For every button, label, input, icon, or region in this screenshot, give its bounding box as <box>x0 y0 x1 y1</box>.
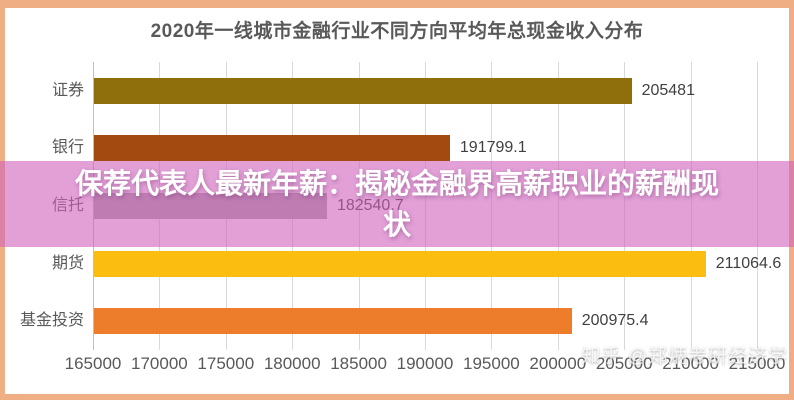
bar-银行 <box>94 135 450 162</box>
headline-text: 保荐代表人最新年薪：揭秘金融界高薪职业的薪酬现状 <box>74 168 719 240</box>
x-tick-label: 180000 <box>263 354 321 373</box>
value-label: 211064.6 <box>715 254 782 272</box>
value-label: 191799.1 <box>459 139 527 157</box>
x-tick-label: 185000 <box>330 354 387 373</box>
frame-border-bottom <box>0 394 794 400</box>
x-tick-label: 175000 <box>197 354 255 373</box>
category-label: 银行 <box>51 139 84 157</box>
x-tick-label: 190000 <box>396 354 454 373</box>
x-tick-label: 215000 <box>728 354 786 373</box>
chart-title: 2020年一线城市金融行业不同方向平均年总现金收入分布 <box>150 21 644 42</box>
category-label: 期货 <box>51 254 84 272</box>
frame-border-top <box>0 0 794 8</box>
headline-overlay-banner: 保荐代表人最新年薪：揭秘金融界高薪职业的薪酬现状 <box>0 161 794 247</box>
bar-期货 <box>94 250 706 277</box>
bar-证券 <box>94 77 632 104</box>
value-label: 200975.4 <box>581 312 649 330</box>
bar-基金投资 <box>94 308 572 335</box>
value-label: 205481 <box>641 81 695 99</box>
x-tick-label: 205000 <box>595 354 653 373</box>
category-label: 证券 <box>51 81 84 99</box>
x-tick-label: 200000 <box>529 354 587 373</box>
watermark-text: 知乎 @郑炳考研经济学 <box>581 346 788 367</box>
x-tick-label: 195000 <box>463 354 520 373</box>
x-tick-label: 210000 <box>662 354 719 373</box>
x-tick-label: 165000 <box>64 354 122 373</box>
x-tick-label: 170000 <box>131 354 188 373</box>
category-label: 基金投资 <box>19 312 84 330</box>
